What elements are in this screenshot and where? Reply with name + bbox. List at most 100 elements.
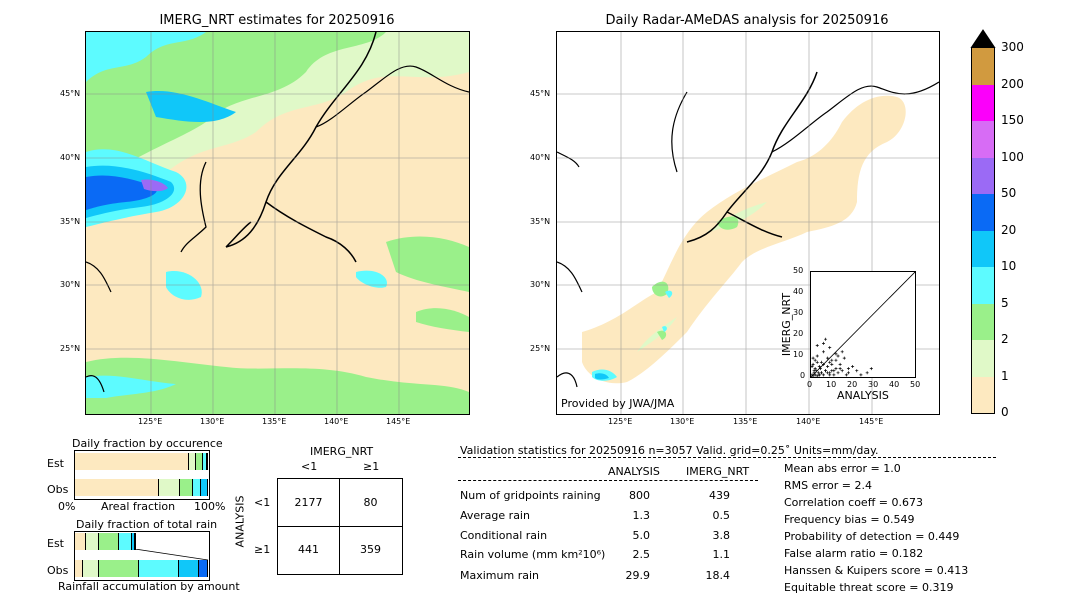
totalrain-row-label: Est — [47, 537, 64, 550]
right-lon-label: 145°E — [859, 417, 884, 426]
scatter-xtick: 40 — [889, 380, 900, 389]
right-lon-label: 130°E — [670, 417, 695, 426]
contingency-row-label: <1 — [254, 496, 271, 509]
totalrain-obs-bar — [75, 560, 208, 577]
scatter-point — [846, 371, 850, 375]
right-lat-label: 40°N — [530, 153, 551, 162]
right-lat-label: 30°N — [530, 280, 551, 289]
scatter-point — [811, 362, 815, 366]
right-lat-label: 25°N — [530, 344, 551, 353]
scatter-point — [824, 337, 828, 341]
validation-header: Validation statistics for 20250916 n=305… — [460, 444, 879, 457]
occurrence-tick: 100% — [194, 500, 226, 513]
validation-row-analysis: 29.9 — [625, 569, 651, 582]
validation-score: Hanssen & Kuipers score = 0.413 — [784, 564, 969, 577]
left-lon-label: 130°E — [200, 417, 225, 426]
validation-table-rule — [458, 480, 758, 481]
scatter-ytick: 0 — [800, 371, 806, 380]
right-lon-label: 135°E — [733, 417, 758, 426]
left-lat-label: 25°N — [60, 344, 81, 353]
validation-score: Correlation coeff = 0.673 — [784, 496, 923, 509]
right-map-title: Daily Radar-AMeDAS analysis for 20250916 — [605, 13, 889, 28]
bar-segment — [138, 560, 179, 577]
scatter-xtick: 20 — [847, 380, 858, 389]
validation-row-analysis: 5.0 — [632, 529, 651, 542]
colorbar-segment — [972, 121, 994, 158]
colorbar-segment — [972, 48, 994, 85]
scatter-point — [834, 352, 838, 356]
colorbar-tick-label: 100 — [1001, 149, 1024, 164]
contingency-col-label: ≥1 — [363, 460, 380, 473]
contingency-cell: 80 — [363, 496, 378, 509]
colorbar-segment — [972, 267, 994, 304]
scatter-point — [821, 341, 825, 345]
validation-col-imerg: IMERG_NRT — [686, 465, 750, 478]
validation-col-analysis: ANALYSIS — [608, 465, 660, 478]
scatter-point — [821, 362, 825, 366]
validation-score: Probability of detection = 0.449 — [784, 530, 960, 543]
validation-row-analysis: 800 — [629, 489, 650, 502]
bar-segment — [193, 479, 202, 496]
validation-score: False alarm ratio = 0.182 — [784, 547, 924, 560]
validation-row-analysis: 2.5 — [632, 548, 651, 561]
validation-score: Frequency bias = 0.549 — [784, 513, 915, 526]
totalrain-xlabel: Rainfall accumulation by amount — [58, 580, 240, 593]
scatter-ytick: 40 — [793, 287, 804, 296]
scatter-point — [826, 371, 830, 375]
scatter-point — [815, 374, 819, 378]
validation-row-imerg: 3.8 — [712, 529, 731, 542]
occurrence-xlabel: Areal fraction — [101, 500, 176, 513]
validation-row-imerg: 1.1 — [712, 548, 731, 561]
bar-segment — [98, 560, 139, 577]
scatter-point — [817, 373, 821, 377]
occurrence-title: Daily fraction by occurence — [72, 437, 223, 450]
totalrain-est-bar — [75, 533, 208, 550]
bar-segment — [198, 560, 208, 577]
totalrain-connector — [134, 549, 208, 561]
colorbar — [971, 48, 995, 414]
scatter-point — [824, 369, 828, 373]
bar-segment — [75, 560, 83, 577]
map-credit: Provided by JWA/JMA — [561, 397, 675, 410]
colorbar-tick-label: 50 — [1001, 186, 1017, 200]
occurrence-axes — [74, 450, 210, 500]
scatter-xtick: 10 — [826, 380, 837, 389]
scatter-xtick: 0 — [807, 380, 813, 389]
colorbar-segment — [972, 194, 994, 231]
right-lat-label: 35°N — [530, 217, 551, 226]
scatter-point — [818, 367, 822, 371]
validation-row-imerg: 0.5 — [712, 509, 731, 522]
bar-segment — [82, 560, 99, 577]
validation-row-imerg: 439 — [709, 489, 730, 502]
scatter-ylabel: IMERG_NRT — [780, 292, 794, 357]
scatter-point — [828, 373, 832, 377]
colorbar-tick-label: 20 — [1001, 222, 1017, 237]
contingency-cell: 441 — [298, 543, 319, 556]
validation-row-label: Average rain — [460, 509, 530, 522]
scatter-point — [836, 371, 840, 375]
colorbar-segment — [972, 157, 994, 194]
scatter-point — [846, 367, 850, 371]
validation-score: RMS error = 2.4 — [784, 479, 872, 492]
left-lat-label: 30°N — [60, 280, 81, 289]
scatter-xtick: 50 — [910, 380, 921, 389]
right-lat-label: 45°N — [530, 89, 551, 98]
scatter-point — [855, 369, 859, 373]
left-lon-label: 135°E — [262, 417, 287, 426]
scatter-point — [826, 365, 830, 368]
scatter-point — [840, 369, 844, 373]
contingency-row-axis: ANALYSIS — [233, 495, 247, 548]
scatter-point — [828, 346, 832, 350]
right-map-rain — [557, 32, 939, 414]
occurrence-row-label: Est — [47, 457, 64, 470]
colorbar-tick-label: 300 — [1001, 40, 1024, 54]
bar-segment — [75, 453, 190, 470]
bar-segment — [206, 453, 208, 470]
colorbar-tick-label: 200 — [1001, 76, 1024, 91]
bar-segment — [85, 533, 99, 550]
colorbar-tick-label: 1 — [1001, 368, 1009, 383]
scatter-point — [844, 373, 848, 377]
scatter-point — [836, 354, 840, 358]
bar-segment — [118, 533, 133, 550]
scatter-point — [851, 365, 855, 368]
